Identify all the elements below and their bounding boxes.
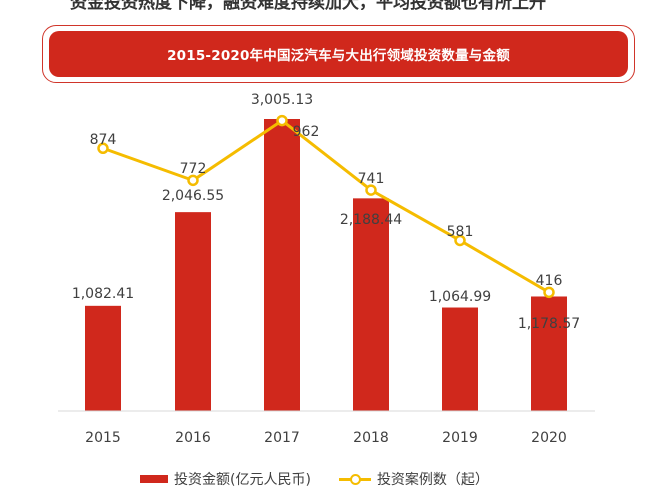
bar-value-label: 3,005.13 (251, 92, 313, 108)
x-tick-label: 2020 (531, 430, 567, 446)
line-value-label: 741 (358, 171, 385, 187)
legend-bar-swatch (140, 475, 168, 483)
x-tick-label: 2015 (85, 430, 121, 446)
line-point-2016 (187, 174, 199, 187)
line-value-label: 962 (293, 124, 320, 140)
bar-value-label: 2,188.44 (340, 212, 402, 228)
x-tick-label: 2018 (353, 430, 389, 446)
chart-legend: 投资金额(亿元人民币) 投资案例数（起） (140, 468, 517, 490)
bar-2020 (531, 296, 567, 411)
bar-value-label: 2,046.55 (162, 188, 224, 204)
line-point-2018 (365, 184, 377, 196)
x-tick-label: 2019 (442, 430, 478, 446)
bar-2016 (175, 212, 211, 411)
chart-title: 2015-2020年中国泛汽车与大出行领域投资数量与金额 (49, 31, 628, 77)
legend-item-amount: 投资金额(亿元人民币) (140, 469, 311, 489)
x-tick-label: 2017 (264, 430, 300, 446)
bar-2019 (442, 307, 478, 411)
legend-line-swatch (338, 473, 371, 485)
chart-title-frame (42, 25, 635, 83)
bar-value-label: 1,178.57 (518, 316, 580, 332)
bar-value-label: 1,082.41 (72, 286, 134, 302)
line-point-2019 (454, 234, 466, 247)
bar-2015 (85, 305, 121, 411)
line-point-2017 (276, 114, 288, 127)
line-point-2020 (543, 286, 555, 299)
count-line (102, 119, 550, 294)
legend-label-count: 投资案例数（起） (376, 472, 489, 488)
legend-label-amount: 投资金额(亿元人民币) (174, 472, 311, 488)
line-value-label: 772 (180, 161, 207, 177)
bar-2018 (353, 198, 389, 411)
line-point-2015 (97, 142, 109, 155)
bar-2017 (264, 119, 300, 411)
page-top-text: 资金投资热度下降，融资难度持续加大，平均投资额也有所上升 (70, 0, 546, 10)
bar-value-label: 1,064.99 (429, 289, 491, 305)
line-value-label: 416 (536, 273, 563, 289)
legend-item-count: 投资案例数（起） (338, 469, 489, 489)
line-value-label: 874 (90, 132, 117, 148)
line-value-label: 581 (447, 224, 474, 240)
x-tick-label: 2016 (175, 430, 211, 446)
